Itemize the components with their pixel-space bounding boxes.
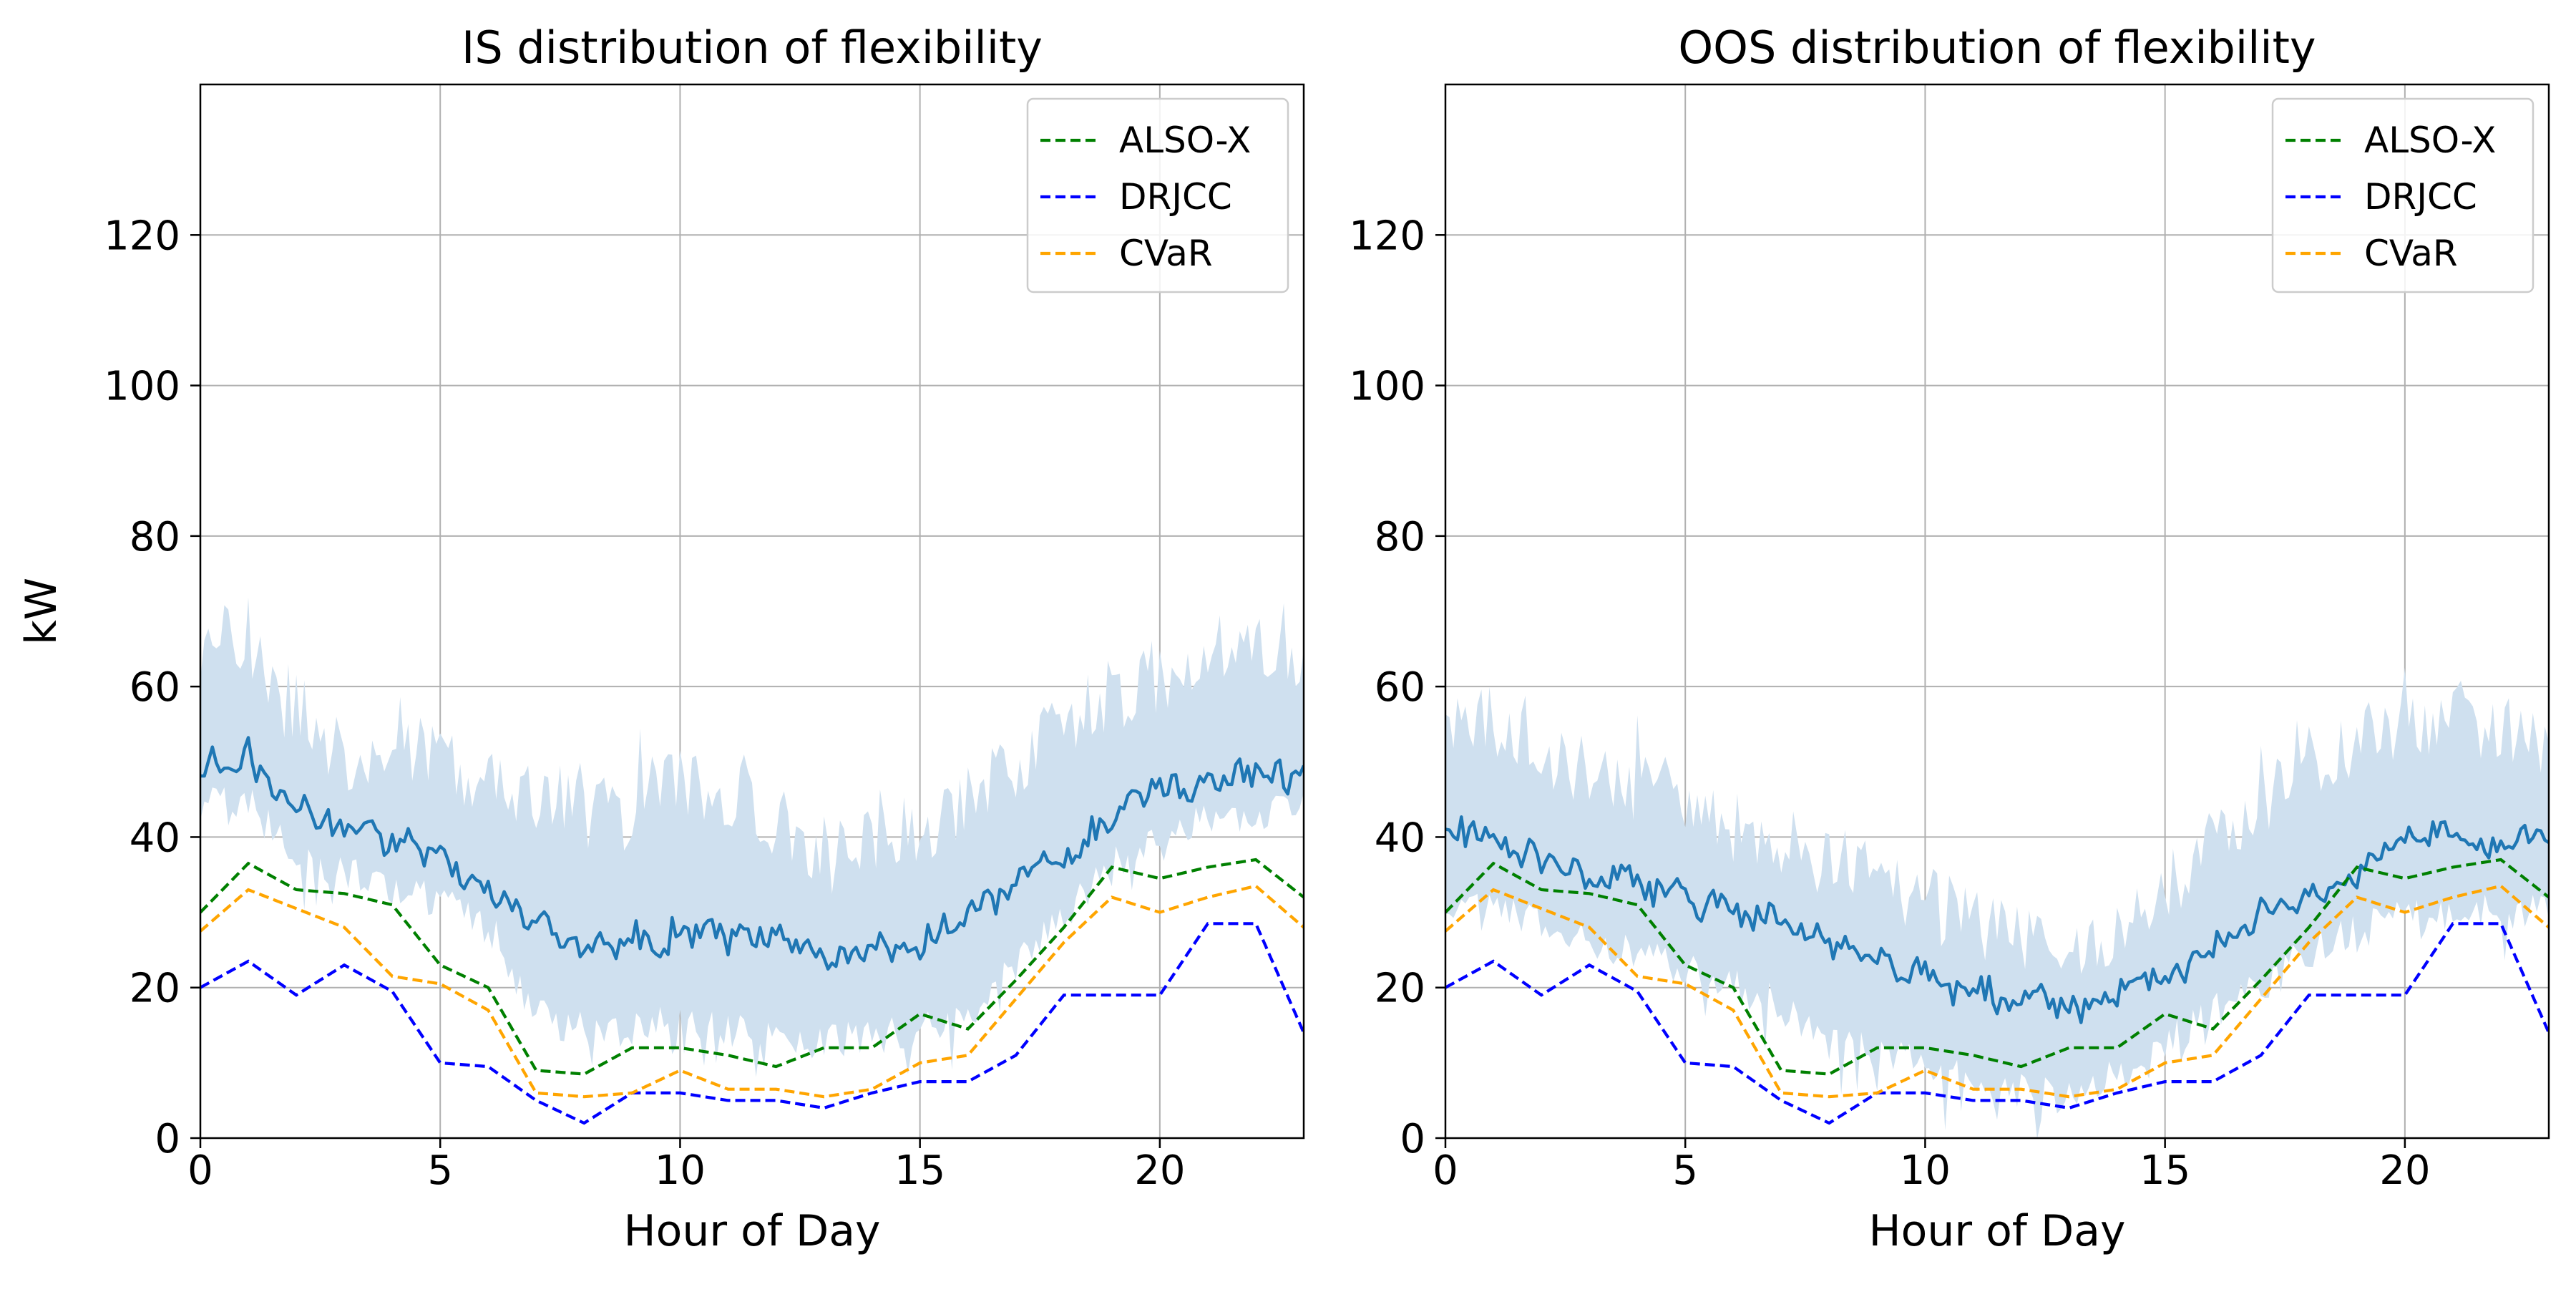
legend-label: DRJCC bbox=[2364, 176, 2477, 218]
plot-area bbox=[1445, 667, 2549, 1138]
axes-frame bbox=[1444, 83, 2550, 1140]
x-axis: 0 5 10 15 20 Hour of Day bbox=[187, 1138, 1186, 1256]
legend-label: DRJCC bbox=[1119, 176, 1232, 218]
x-axis-label: Hour of Day bbox=[1869, 1206, 2126, 1256]
x-tick-label: 5 bbox=[427, 1147, 453, 1194]
series-line-also-x bbox=[1445, 858, 2549, 1076]
legend-box bbox=[2271, 97, 2534, 293]
distribution-band bbox=[1445, 667, 2549, 1138]
series-line-cvar bbox=[200, 884, 1304, 1099]
x-axis: 0 5 10 15 20 Hour of Day bbox=[1433, 1138, 2431, 1256]
legend-box bbox=[1026, 97, 1289, 293]
y-tick-label: 100 bbox=[1349, 364, 1425, 410]
chart-title: IS distribution of flexibility bbox=[462, 21, 1043, 74]
series-line-drjcc bbox=[200, 922, 1304, 1125]
y-tick-label: 100 bbox=[104, 364, 180, 410]
legend-label: CVaR bbox=[1119, 233, 1213, 274]
y-tick-label: 120 bbox=[1349, 213, 1425, 259]
x-tick-label: 0 bbox=[1433, 1147, 1458, 1194]
distribution-band bbox=[200, 597, 1304, 1077]
series-line-also-x bbox=[200, 858, 1304, 1076]
y-tick-label: 80 bbox=[1375, 514, 1425, 560]
axes-frame bbox=[199, 83, 1305, 1140]
y-tick-label: 20 bbox=[130, 966, 180, 1012]
y-tick-label: 0 bbox=[1400, 1116, 1425, 1162]
x-tick-label: 15 bbox=[894, 1147, 945, 1194]
y-axis: 0 20 40 60 80 100 120 bbox=[1349, 213, 1445, 1162]
y-tick-label: 20 bbox=[1375, 966, 1425, 1012]
y-tick-label: 40 bbox=[130, 815, 180, 861]
y-axis-label: kW bbox=[16, 578, 67, 645]
mean-flexibility-line bbox=[200, 736, 1304, 971]
series-line-drjcc bbox=[1445, 922, 2549, 1125]
x-tick-label: 15 bbox=[2140, 1147, 2190, 1194]
legend-label: ALSO-X bbox=[2364, 120, 2496, 161]
x-tick-label: 10 bbox=[655, 1147, 706, 1194]
y-tick-label: 0 bbox=[155, 1116, 180, 1162]
y-axis: 0 20 40 60 80 100 120 kW bbox=[16, 213, 200, 1162]
legend-label: CVaR bbox=[2364, 233, 2458, 274]
x-tick-label: 5 bbox=[1672, 1147, 1698, 1194]
plot-area bbox=[200, 597, 1304, 1125]
x-tick-label: 20 bbox=[2379, 1147, 2430, 1194]
x-tick-label: 20 bbox=[1134, 1147, 1185, 1194]
chart-panel-1: 0 5 10 15 20 Hour of Day 0 20 40 60 80 100 120 kW IS d… bbox=[16, 21, 1305, 1256]
y-tick-label: 60 bbox=[1375, 664, 1425, 711]
series-line-cvar bbox=[1445, 884, 2549, 1099]
legend-label: ALSO-X bbox=[1119, 120, 1251, 161]
chart-title: OOS distribution of flexibility bbox=[1678, 21, 2316, 74]
y-tick-label: 80 bbox=[130, 514, 180, 560]
x-tick-label: 10 bbox=[1900, 1147, 1951, 1194]
y-tick-label: 60 bbox=[130, 664, 180, 711]
chart-panel-2: 0 5 10 15 20 Hour of Day 0 20 40 60 80 100 120 OOS di… bbox=[1349, 21, 2550, 1256]
x-axis-label: Hour of Day bbox=[624, 1206, 881, 1256]
y-tick-label: 120 bbox=[104, 213, 180, 259]
legend: ALSO-X DRJCC CVaR bbox=[2271, 97, 2534, 293]
legend: ALSO-X DRJCC CVaR bbox=[1026, 97, 1289, 293]
x-tick-label: 0 bbox=[187, 1147, 213, 1194]
y-tick-label: 40 bbox=[1375, 815, 1425, 861]
